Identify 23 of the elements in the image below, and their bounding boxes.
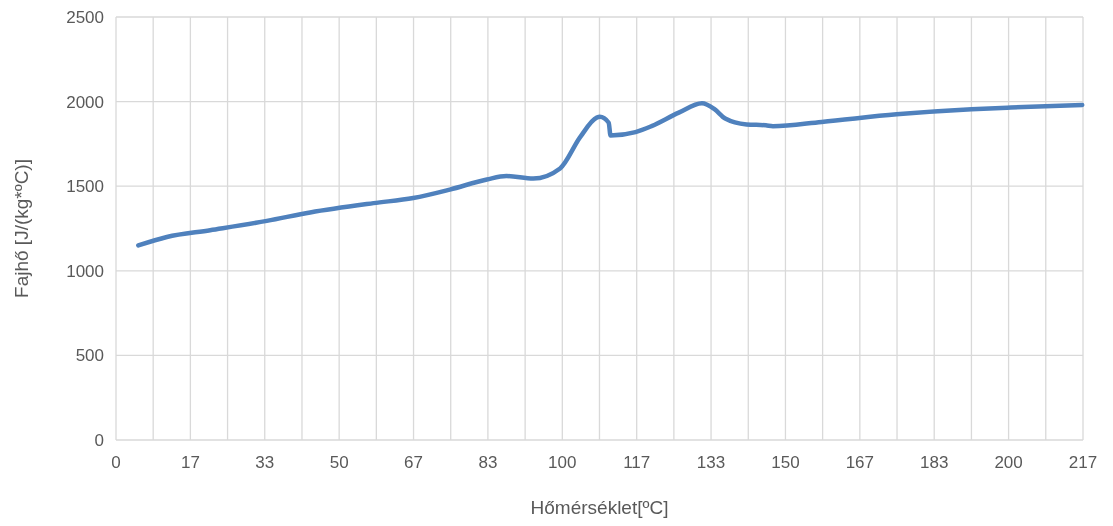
y-tick-label: 1000: [66, 261, 104, 281]
x-tick-label: 50: [329, 453, 349, 472]
y-tick-label: 500: [75, 346, 104, 366]
y-axis-title: Fajhő [J/(kg*ºC)]: [11, 159, 32, 298]
x-tick-label: 17: [180, 453, 200, 472]
y-tick-label: 2000: [66, 92, 104, 112]
line-series: [136, 101, 1085, 248]
y-tick-label: 2500: [66, 7, 104, 27]
x-tick-label: 0: [111, 453, 121, 472]
x-tick-label: 117: [623, 453, 651, 472]
y-tick-label: 0: [94, 430, 104, 450]
y-tick-label: 1500: [66, 177, 104, 197]
x-tick-label: 167: [845, 453, 875, 472]
x-tick-label: 100: [548, 453, 577, 472]
x-tick-label: 133: [696, 453, 726, 472]
x-tick-label: 183: [920, 453, 949, 472]
x-tick-label: 83: [478, 453, 498, 472]
x-axis-title: Hőmérséklet[ºC]: [530, 497, 669, 518]
x-tick-label: 200: [994, 453, 1023, 472]
x-tick-label: 150: [771, 453, 800, 472]
x-tick-label: 67: [404, 453, 424, 472]
x-tick-label: 217: [1068, 453, 1098, 472]
x-tick-label: 33: [255, 453, 275, 472]
